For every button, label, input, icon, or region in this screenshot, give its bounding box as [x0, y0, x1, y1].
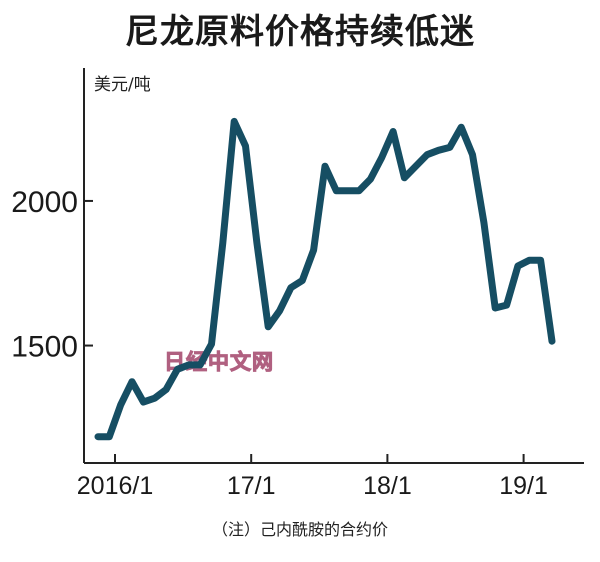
x-tick-label: 2016/1: [77, 472, 153, 500]
x-tick-label: 19/1: [499, 472, 548, 500]
y-axis-unit-label: 美元/吨: [94, 75, 151, 95]
y-tick-label: 1500: [11, 331, 78, 364]
y-tick-label: 2000: [11, 186, 78, 219]
chart-title: 尼龙原料价格持续低迷: [125, 12, 475, 52]
x-tick-label: 18/1: [363, 472, 412, 500]
chart-footnote: （注）己内酰胺的合约价: [211, 520, 388, 539]
x-tick-label: 17/1: [227, 472, 276, 500]
